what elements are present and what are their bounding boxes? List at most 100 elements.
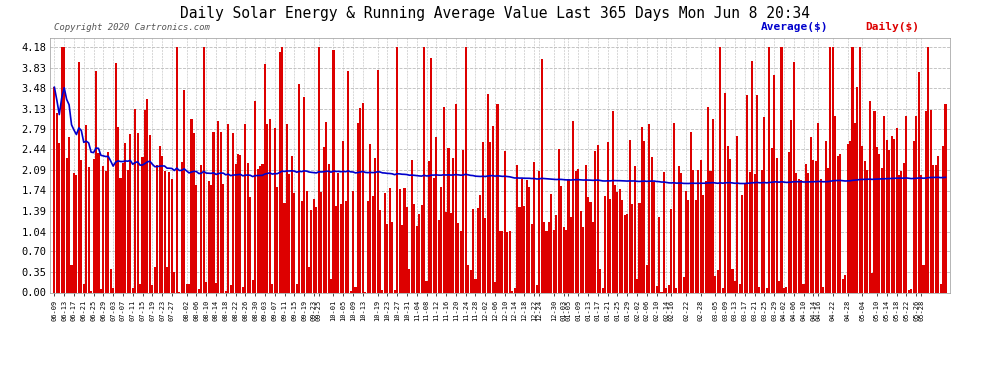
- Bar: [63, 48, 65, 292]
- Bar: [942, 146, 944, 292]
- Bar: [176, 48, 178, 292]
- Bar: [60, 48, 62, 292]
- Bar: [587, 196, 589, 292]
- Bar: [454, 104, 457, 292]
- Bar: [878, 154, 880, 292]
- Bar: [552, 230, 554, 292]
- Bar: [102, 166, 104, 292]
- Bar: [325, 122, 327, 292]
- Bar: [446, 212, 447, 292]
- Bar: [464, 48, 466, 292]
- Bar: [278, 52, 280, 292]
- Bar: [504, 151, 506, 292]
- Bar: [634, 166, 636, 292]
- Bar: [259, 166, 261, 292]
- Bar: [78, 62, 80, 292]
- Bar: [298, 84, 300, 292]
- Bar: [249, 197, 251, 292]
- Bar: [509, 231, 511, 292]
- Bar: [406, 207, 408, 292]
- Bar: [203, 48, 205, 292]
- Bar: [107, 152, 109, 292]
- Bar: [555, 215, 557, 292]
- Bar: [92, 159, 95, 292]
- Bar: [391, 222, 393, 292]
- Bar: [426, 281, 428, 292]
- Bar: [645, 265, 647, 292]
- Bar: [516, 165, 518, 292]
- Bar: [682, 277, 685, 292]
- Bar: [722, 288, 724, 292]
- Bar: [592, 222, 594, 292]
- Bar: [526, 180, 528, 292]
- Bar: [582, 227, 584, 292]
- Bar: [729, 159, 731, 292]
- Bar: [886, 140, 888, 292]
- Bar: [609, 200, 611, 292]
- Bar: [624, 214, 626, 292]
- Bar: [112, 288, 114, 292]
- Bar: [866, 170, 868, 292]
- Bar: [283, 203, 285, 292]
- Bar: [296, 284, 298, 292]
- Bar: [629, 140, 631, 292]
- Bar: [261, 164, 263, 292]
- Bar: [562, 227, 564, 292]
- Text: Daily($): Daily($): [865, 22, 919, 32]
- Bar: [438, 220, 440, 292]
- Bar: [153, 267, 155, 292]
- Bar: [371, 196, 373, 292]
- Bar: [225, 291, 227, 292]
- Bar: [245, 124, 247, 292]
- Bar: [837, 156, 839, 292]
- Bar: [685, 191, 687, 292]
- Bar: [185, 284, 188, 292]
- Bar: [844, 275, 846, 292]
- Bar: [293, 193, 295, 292]
- Bar: [418, 214, 420, 292]
- Bar: [436, 136, 438, 292]
- Bar: [469, 270, 471, 292]
- Bar: [361, 103, 364, 292]
- Bar: [832, 48, 834, 292]
- Bar: [773, 75, 775, 292]
- Bar: [665, 288, 667, 292]
- Bar: [913, 141, 915, 292]
- Bar: [251, 280, 253, 292]
- Bar: [710, 171, 712, 292]
- Bar: [345, 201, 346, 292]
- Bar: [798, 179, 800, 292]
- Bar: [195, 184, 197, 292]
- Bar: [788, 152, 790, 292]
- Bar: [396, 48, 398, 292]
- Bar: [550, 194, 552, 292]
- Bar: [308, 267, 310, 292]
- Bar: [670, 209, 672, 292]
- Bar: [147, 99, 148, 292]
- Bar: [783, 288, 785, 292]
- Bar: [677, 166, 680, 292]
- Bar: [313, 199, 315, 292]
- Bar: [161, 156, 163, 292]
- Bar: [276, 188, 278, 292]
- Bar: [117, 128, 119, 292]
- Bar: [105, 171, 107, 292]
- Bar: [863, 162, 866, 292]
- Bar: [820, 179, 822, 292]
- Bar: [655, 286, 657, 292]
- Bar: [235, 164, 237, 292]
- Bar: [366, 201, 369, 292]
- Bar: [401, 225, 403, 292]
- Bar: [173, 272, 175, 292]
- Bar: [896, 128, 898, 292]
- Bar: [915, 116, 917, 292]
- Bar: [793, 63, 795, 292]
- Bar: [577, 169, 579, 292]
- Bar: [639, 203, 641, 292]
- Bar: [125, 143, 127, 292]
- Bar: [477, 208, 479, 292]
- Bar: [650, 157, 652, 292]
- Bar: [53, 87, 55, 292]
- Bar: [765, 288, 768, 292]
- Bar: [903, 163, 905, 292]
